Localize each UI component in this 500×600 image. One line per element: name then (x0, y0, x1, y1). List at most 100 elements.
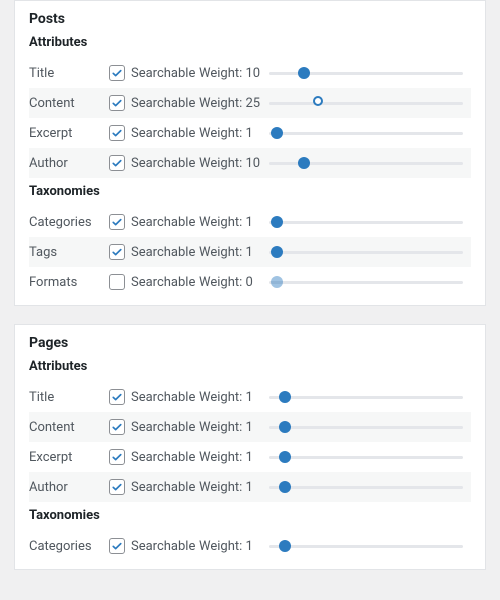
weight-slider[interactable] (269, 66, 463, 80)
section-title-taxonomies: Taxonomies (29, 508, 471, 523)
slider-thumb[interactable] (313, 96, 323, 106)
row-label: Content (29, 420, 109, 435)
searchable-control: Searchable (109, 125, 199, 141)
searchable-control: Searchable (109, 274, 199, 290)
weight-slider-container (269, 480, 471, 494)
weight-label: Weight: 25 (199, 96, 269, 111)
slider-thumb[interactable] (279, 391, 291, 403)
weight-slider-container (269, 390, 471, 404)
weight-label: Weight: 0 (199, 275, 269, 290)
searchable-control: Searchable (109, 155, 199, 171)
searchable-label: Searchable (131, 66, 195, 81)
slider-thumb[interactable] (298, 67, 310, 79)
searchable-control: Searchable (109, 214, 199, 230)
slider-thumb[interactable] (271, 246, 283, 258)
weight-slider[interactable] (269, 126, 463, 140)
searchable-label: Searchable (131, 275, 195, 290)
slider-thumb[interactable] (279, 481, 291, 493)
row-label: Content (29, 96, 109, 111)
searchable-control: Searchable (109, 449, 199, 465)
searchable-checkbox[interactable] (109, 95, 125, 111)
searchable-checkbox[interactable] (109, 214, 125, 230)
slider-track (269, 132, 463, 135)
row-content: Content Searchable Weight: 25 (29, 88, 471, 118)
searchable-label: Searchable (131, 420, 195, 435)
searchable-label: Searchable (131, 96, 195, 111)
row-content: ContentSearchableWeight: 1 (29, 412, 471, 442)
row-categories: CategoriesSearchableWeight: 1 (29, 531, 471, 561)
searchable-label: Searchable (131, 390, 195, 405)
slider-track (269, 545, 463, 548)
weight-slider[interactable] (269, 420, 463, 434)
searchable-control: Searchable (109, 419, 199, 435)
weight-slider[interactable] (269, 215, 463, 229)
weight-slider-container (269, 539, 471, 553)
slider-thumb[interactable] (271, 276, 283, 288)
weight-slider[interactable] (269, 275, 463, 289)
slider-thumb[interactable] (279, 451, 291, 463)
panel-pages: PagesAttributesTitleSearchableWeight: 1C… (14, 324, 486, 570)
weight-slider-container (269, 275, 471, 289)
weight-label: Weight: 10 (199, 156, 269, 171)
panel-title: Pages (29, 335, 471, 351)
weight-label: Weight: 1 (199, 480, 269, 495)
weight-slider[interactable] (269, 390, 463, 404)
row-formats: Formats Searchable Weight: 0 (29, 267, 471, 297)
searchable-checkbox[interactable] (109, 449, 125, 465)
searchable-checkbox[interactable] (109, 244, 125, 260)
slider-track (269, 102, 463, 105)
slider-thumb[interactable] (298, 157, 310, 169)
slider-track (269, 221, 463, 224)
weight-slider-container (269, 450, 471, 464)
weight-slider-container (269, 245, 471, 259)
row-excerpt: ExcerptSearchableWeight: 1 (29, 442, 471, 472)
searchable-control: Searchable (109, 95, 199, 111)
searchable-label: Searchable (131, 156, 195, 171)
weight-slider[interactable] (269, 450, 463, 464)
weight-slider-container (269, 156, 471, 170)
weight-label: Weight: 1 (199, 126, 269, 141)
section-title-attributes: Attributes (29, 35, 471, 50)
searchable-checkbox[interactable] (109, 65, 125, 81)
weight-slider[interactable] (269, 539, 463, 553)
searchable-control: Searchable (109, 389, 199, 405)
searchable-control: Searchable (109, 479, 199, 495)
slider-track (269, 486, 463, 489)
searchable-checkbox[interactable] (109, 479, 125, 495)
searchable-control: Searchable (109, 244, 199, 260)
section-title-taxonomies: Taxonomies (29, 184, 471, 199)
row-label: Excerpt (29, 126, 109, 141)
slider-thumb[interactable] (279, 540, 291, 552)
slider-thumb[interactable] (271, 216, 283, 228)
searchable-checkbox[interactable] (109, 389, 125, 405)
slider-thumb[interactable] (279, 421, 291, 433)
weight-slider[interactable] (269, 96, 463, 110)
row-label: Author (29, 156, 109, 171)
weight-slider[interactable] (269, 156, 463, 170)
searchable-checkbox[interactable] (109, 419, 125, 435)
searchable-label: Searchable (131, 450, 195, 465)
row-title: Title Searchable Weight: 10 (29, 58, 471, 88)
weight-slider-container (269, 215, 471, 229)
weight-label: Weight: 1 (199, 450, 269, 465)
row-tags: TagsSearchableWeight: 1 (29, 237, 471, 267)
weight-label: Weight: 1 (199, 215, 269, 230)
searchable-checkbox[interactable] (109, 155, 125, 171)
searchable-checkbox[interactable] (109, 274, 125, 290)
searchable-label: Searchable (131, 539, 195, 554)
slider-track (269, 281, 463, 284)
row-author: AuthorSearchableWeight: 1 (29, 472, 471, 502)
row-label: Formats (29, 275, 109, 290)
weight-label: Weight: 1 (199, 245, 269, 260)
weight-slider[interactable] (269, 480, 463, 494)
weight-slider-container (269, 420, 471, 434)
weight-label: Weight: 1 (199, 539, 269, 554)
row-label: Title (29, 66, 109, 81)
searchable-checkbox[interactable] (109, 125, 125, 141)
searchable-checkbox[interactable] (109, 538, 125, 554)
panel-posts: PostsAttributesTitleSearchableWeight: 10… (14, 0, 486, 306)
slider-thumb[interactable] (271, 127, 283, 139)
row-label: Title (29, 390, 109, 405)
weight-label: Weight: 10 (199, 66, 269, 81)
weight-slider[interactable] (269, 245, 463, 259)
